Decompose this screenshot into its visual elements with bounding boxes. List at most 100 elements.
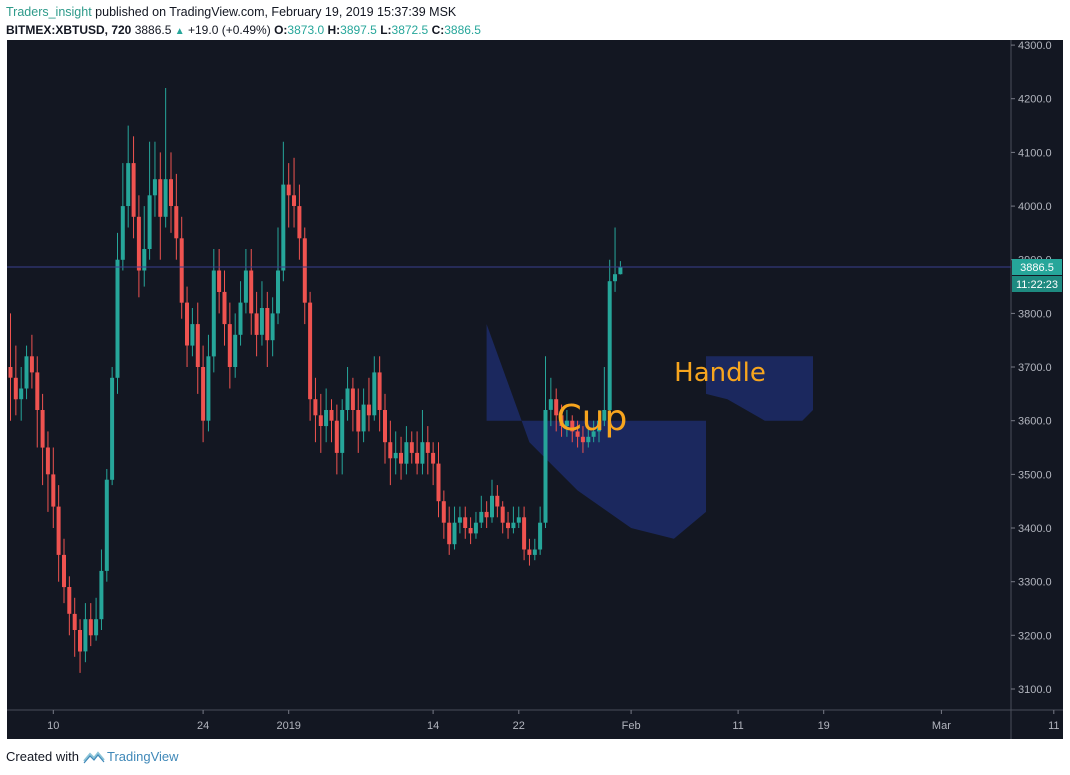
candle-body	[174, 206, 179, 239]
candle-body	[29, 356, 34, 373]
candle-body	[147, 195, 152, 249]
candle-body	[238, 302, 243, 335]
candle-body	[142, 249, 147, 271]
candle-body	[51, 474, 56, 507]
footer: Created with TradingView	[6, 749, 179, 764]
candle-body	[516, 517, 521, 523]
candle-body	[350, 388, 355, 410]
x-tick-label: Feb	[622, 720, 641, 732]
candles-layer	[8, 88, 623, 673]
candle-body	[554, 399, 559, 416]
chart-pane[interactable]	[7, 40, 1011, 710]
candle-body	[233, 334, 238, 367]
open-label: O:	[274, 23, 288, 37]
open-value: 3873.0	[287, 23, 325, 37]
y-tick-label: 3500.0	[1018, 469, 1052, 481]
candle-body	[340, 410, 345, 453]
y-tick-label: 4000.0	[1018, 201, 1052, 213]
candle-body	[190, 324, 195, 346]
y-tick-label: 3200.0	[1018, 630, 1052, 642]
candle-body	[356, 410, 361, 432]
candle-body	[490, 495, 494, 518]
x-tick-label: 11	[1048, 720, 1059, 732]
low-value: 3872.5	[391, 23, 429, 37]
candle-body	[254, 313, 259, 335]
candle-body	[463, 517, 468, 528]
cup-region[interactable]	[486, 324, 813, 539]
candle-body	[217, 270, 222, 292]
price-axis[interactable]	[1011, 40, 1063, 710]
candle-body	[441, 501, 446, 523]
candle-body	[436, 463, 441, 502]
candle-body	[163, 179, 168, 217]
candle-body	[468, 528, 473, 534]
candle-body	[169, 179, 173, 206]
candle-body	[72, 613, 77, 630]
countdown-badge-text: 11:22:23	[1016, 279, 1058, 291]
candle-body	[345, 388, 350, 410]
candle-body	[152, 179, 157, 196]
x-tick-label: Mar	[932, 720, 951, 732]
up-arrow-icon: ▲	[174, 26, 185, 37]
last-price: 3886.5	[134, 23, 172, 37]
candle-body	[452, 522, 457, 545]
y-tick-label: 4100.0	[1018, 147, 1052, 159]
candle-body	[62, 554, 66, 588]
candle-body	[297, 206, 302, 239]
candle-body	[40, 410, 45, 448]
candle-body	[13, 377, 18, 400]
candle-body	[179, 238, 184, 303]
y-tick-labels: 3100.0 3200.0 3300.0 3400.0 3500.0 3600.0 3700…	[1011, 40, 1062, 696]
candle-body	[211, 270, 216, 357]
candle-body	[431, 452, 436, 464]
candle-body	[473, 522, 478, 534]
time-axis[interactable]	[7, 710, 1011, 739]
candle-body	[393, 452, 398, 459]
tradingview-link[interactable]: TradingView	[106, 749, 179, 764]
symbol-legend: BITMEX:XBTUSD, 720 3886.5 ▲ +19.0 (+0.49…	[6, 22, 481, 40]
close-value: 3886.5	[444, 23, 481, 37]
candle-body	[538, 522, 543, 550]
candle-body	[24, 356, 29, 389]
candle-body	[420, 442, 425, 464]
candle-body	[457, 517, 462, 523]
candle-body	[292, 195, 296, 206]
candle-body	[618, 267, 623, 275]
candle-body	[249, 270, 254, 314]
author-link[interactable]: Traders_insight	[6, 5, 92, 19]
candle-body	[115, 259, 120, 378]
x-tick-label: 24	[197, 720, 209, 732]
x-tick-labels: 10 24 2019 14 22 Feb 11 19 Mar 11	[47, 710, 1060, 732]
candle-body	[126, 163, 131, 206]
candle-body	[334, 420, 339, 453]
candle-body	[564, 420, 569, 427]
candle-body	[45, 447, 50, 475]
candle-body	[185, 302, 189, 346]
handle-annotation[interactable]: Handle	[674, 358, 766, 388]
publish-header: Traders_insight published on TradingView…	[6, 4, 456, 21]
candle-body	[329, 410, 334, 421]
cup-annotation[interactable]: Cup	[557, 398, 628, 439]
candle-body	[522, 517, 527, 550]
candle-body	[259, 308, 264, 335]
candle-body	[19, 388, 24, 400]
candle-body	[94, 619, 99, 636]
candle-body	[67, 587, 72, 614]
candle-body	[570, 420, 575, 432]
low-label: L:	[380, 23, 392, 37]
candle-body	[399, 452, 403, 464]
candle-body	[425, 442, 430, 453]
candle-body	[88, 619, 93, 636]
symbol-ticker: BITMEX:XBTUSD, 720	[6, 23, 132, 37]
candle-body	[559, 415, 564, 426]
x-tick-label: 10	[47, 720, 59, 732]
candle-body	[366, 404, 371, 416]
candle-body	[607, 281, 612, 410]
candle-body	[276, 270, 280, 314]
candle-body	[99, 570, 104, 620]
last-price-badge	[1012, 259, 1062, 275]
high-value: 3897.5	[340, 23, 377, 37]
candle-body	[308, 302, 313, 400]
cup-shape[interactable]	[486, 324, 813, 539]
